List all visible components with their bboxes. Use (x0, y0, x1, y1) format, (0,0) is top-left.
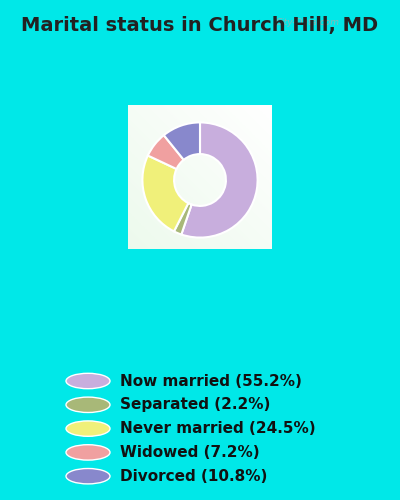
Text: Never married (24.5%): Never married (24.5%) (120, 421, 316, 436)
Wedge shape (174, 203, 192, 234)
Text: Widowed (7.2%): Widowed (7.2%) (120, 445, 260, 460)
Circle shape (66, 444, 110, 460)
Wedge shape (164, 122, 200, 160)
Text: City-Data.com: City-Data.com (276, 18, 340, 27)
Text: Marital status in Church Hill, MD: Marital status in Church Hill, MD (22, 16, 378, 34)
Circle shape (66, 374, 110, 388)
Circle shape (66, 397, 110, 412)
Text: Divorced (10.8%): Divorced (10.8%) (120, 468, 267, 483)
Circle shape (66, 421, 110, 436)
Circle shape (66, 468, 110, 484)
Text: Now married (55.2%): Now married (55.2%) (120, 374, 302, 388)
Wedge shape (181, 122, 258, 238)
Wedge shape (148, 135, 184, 169)
Text: Separated (2.2%): Separated (2.2%) (120, 398, 270, 412)
Wedge shape (142, 156, 188, 232)
